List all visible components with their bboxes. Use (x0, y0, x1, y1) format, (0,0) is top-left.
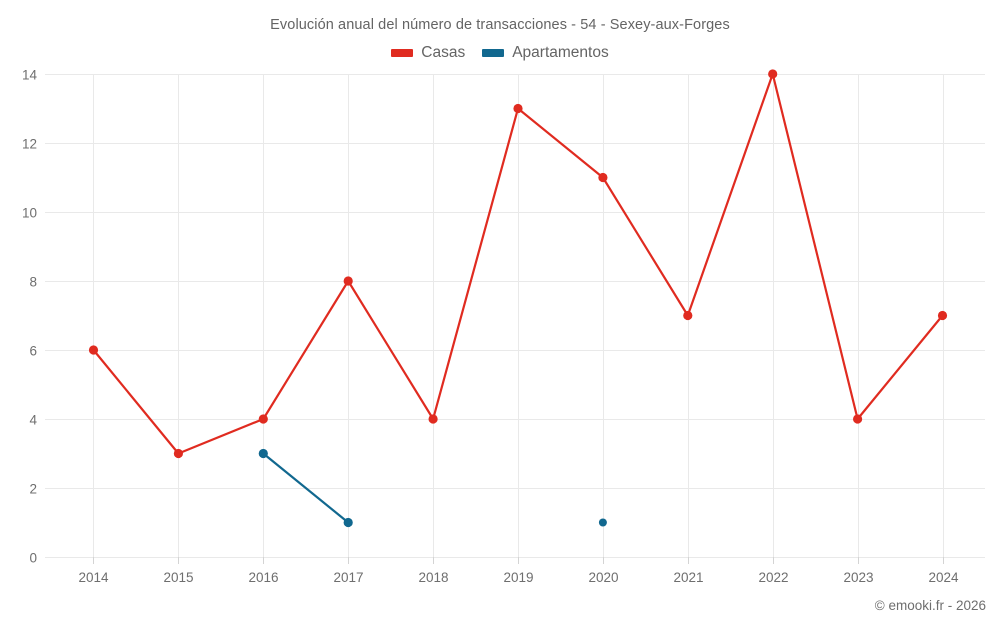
data-point[interactable] (683, 310, 693, 321)
x-axis-tick-label: 2016 (248, 570, 278, 585)
data-point[interactable] (88, 345, 99, 355)
data-point[interactable] (428, 414, 438, 424)
y-axis-tick-label: 14 (22, 68, 38, 83)
x-axis-tick-label: 2024 (928, 570, 959, 585)
data-point[interactable] (598, 518, 607, 527)
data-point[interactable] (937, 310, 948, 321)
x-axis-tick-label: 2019 (503, 570, 533, 585)
legend-label-apartamentos: Apartamentos (512, 44, 609, 61)
data-point[interactable] (258, 448, 268, 459)
x-axis-tick-label: 2014 (78, 570, 109, 585)
x-axis-tick-label: 2021 (673, 570, 703, 585)
grid-lines: 0 2 4 6 8 10 12 14 2014 2015 2016 2017 2018 2019 2020 2… (22, 68, 985, 585)
x-axis-tick-label: 2018 (418, 570, 448, 585)
data-point[interactable] (853, 414, 863, 424)
legend-swatch-casas (391, 49, 414, 57)
data-point[interactable] (343, 276, 353, 286)
legend-item-apartamentos[interactable]: Apartamentos (482, 44, 609, 62)
credit-text: © emooki.fr - 2026 (874, 598, 986, 613)
data-point[interactable] (768, 69, 778, 79)
y-axis-tick-label: 4 (29, 413, 37, 428)
series-apartamentos (258, 448, 607, 528)
data-point[interactable] (173, 448, 183, 459)
x-axis-tick-label: 2022 (758, 570, 788, 585)
chart-title: Evolución anual del número de transaccio… (270, 17, 730, 33)
data-point[interactable] (258, 414, 268, 424)
series-line (262, 452, 350, 524)
data-point[interactable] (598, 172, 608, 183)
x-axis-tick-label: 2015 (163, 570, 193, 585)
data-point[interactable] (343, 517, 353, 528)
series-casas (88, 69, 948, 459)
chart-legend: Casas Apartamentos (0, 44, 1000, 62)
y-axis-tick-label: 8 (29, 275, 37, 290)
y-axis-tick-label: 6 (29, 344, 37, 359)
legend-label-casas: Casas (421, 44, 466, 61)
x-axis-tick-label: 2020 (588, 570, 618, 585)
legend-item-casas[interactable]: Casas (391, 44, 465, 62)
y-axis-tick-label: 0 (29, 551, 37, 566)
data-point[interactable] (513, 103, 523, 114)
y-axis-tick-label: 12 (22, 137, 37, 152)
y-axis-tick-label: 10 (22, 206, 37, 221)
legend-swatch-apartamentos (482, 49, 505, 57)
x-axis-tick-label: 2017 (333, 570, 363, 585)
y-axis-tick-label: 2 (29, 482, 37, 497)
x-axis-tick-label: 2023 (843, 570, 873, 585)
